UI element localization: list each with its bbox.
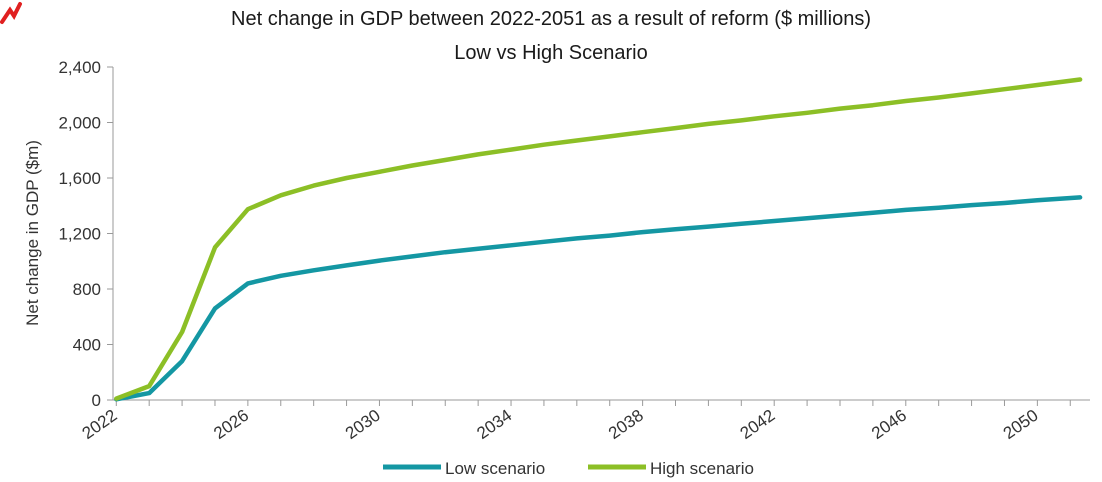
- y-tick-label: 800: [73, 280, 101, 299]
- y-tick-label: 2,400: [58, 58, 101, 77]
- x-axis-ticks: 2022 2026 2030 2034 2038 2042 2046 2050: [79, 400, 1071, 443]
- chart-axes: [112, 67, 1090, 401]
- y-axis-label: Net change in GDP ($m): [23, 140, 42, 326]
- y-tick-label: 2,000: [58, 114, 101, 133]
- legend-label: Low scenario: [445, 459, 545, 478]
- x-tick-label: 2038: [605, 406, 647, 443]
- legend: Low scenario High scenario: [383, 459, 754, 478]
- series-lines: [114, 77, 1083, 402]
- y-tick-label: 400: [73, 336, 101, 355]
- chart-title: Net change in GDP between 2022-2051 as a…: [231, 8, 871, 30]
- red-mark-icon: [0, 2, 22, 24]
- legend-label: High scenario: [650, 459, 754, 478]
- x-tick-label: 2030: [342, 406, 384, 443]
- y-axis-ticks: 0 400 800 1,200 1,600 2,000 2,400: [58, 58, 113, 410]
- x-tick-label: 2050: [1000, 406, 1042, 443]
- x-tick-label: 2046: [868, 406, 910, 443]
- series-line-low: [114, 195, 1083, 402]
- x-tick-label: 2022: [79, 406, 121, 443]
- y-tick-label: 1,200: [58, 225, 101, 244]
- x-tick-label: 2034: [473, 406, 515, 443]
- y-tick-label: 1,600: [58, 169, 101, 188]
- y-tick-label: 0: [92, 391, 101, 410]
- x-tick-label: 2026: [210, 406, 252, 443]
- x-tick-label: 2042: [737, 406, 779, 443]
- chart-subtitle: Low vs High Scenario: [454, 42, 648, 64]
- series-line-high: [114, 77, 1083, 401]
